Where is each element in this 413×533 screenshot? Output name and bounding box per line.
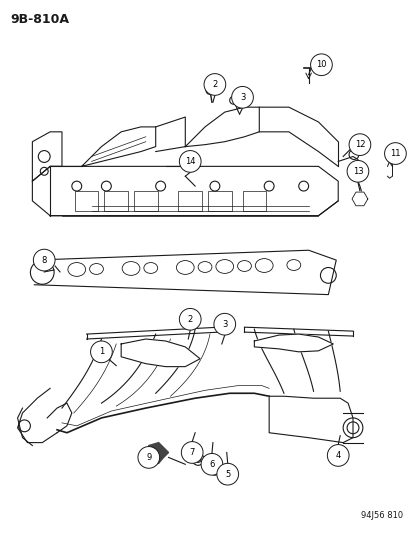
Bar	[104, 191, 128, 211]
Circle shape	[90, 341, 112, 362]
Circle shape	[212, 469, 216, 472]
Circle shape	[214, 313, 235, 335]
Bar	[75, 191, 98, 211]
Text: 6: 6	[209, 460, 214, 469]
Text: 94J56 810: 94J56 810	[360, 511, 402, 520]
Polygon shape	[148, 442, 168, 465]
Circle shape	[179, 151, 201, 172]
Circle shape	[201, 454, 222, 475]
Text: 3: 3	[239, 93, 244, 102]
Bar	[134, 191, 157, 211]
Text: 10: 10	[316, 60, 326, 69]
Text: 3: 3	[221, 320, 227, 329]
Polygon shape	[268, 396, 352, 442]
Circle shape	[179, 309, 201, 330]
Circle shape	[327, 445, 348, 466]
Circle shape	[181, 442, 202, 463]
Circle shape	[33, 249, 55, 271]
Circle shape	[348, 134, 370, 156]
Circle shape	[231, 86, 253, 108]
Text: 12: 12	[354, 140, 364, 149]
Circle shape	[216, 463, 238, 485]
Bar	[242, 191, 266, 211]
Polygon shape	[121, 339, 199, 367]
Circle shape	[346, 160, 368, 182]
Text: 9B-810A: 9B-810A	[11, 13, 69, 27]
Text: 11: 11	[389, 149, 400, 158]
Bar	[207, 191, 231, 211]
Circle shape	[310, 54, 332, 76]
Text: 1: 1	[99, 348, 104, 357]
Text: 8: 8	[41, 256, 47, 264]
Circle shape	[384, 143, 405, 164]
Circle shape	[138, 447, 159, 469]
Polygon shape	[351, 192, 367, 206]
Polygon shape	[254, 334, 332, 352]
Bar	[178, 191, 202, 211]
Polygon shape	[34, 250, 335, 295]
Circle shape	[204, 74, 225, 95]
Text: 7: 7	[189, 448, 195, 457]
Circle shape	[222, 477, 226, 481]
Text: 5: 5	[225, 470, 230, 479]
Text: 9: 9	[146, 453, 151, 462]
Text: 14: 14	[185, 157, 195, 166]
Text: 2: 2	[212, 80, 217, 89]
Text: 13: 13	[352, 167, 362, 176]
Text: 4: 4	[335, 451, 340, 460]
Text: 2: 2	[187, 315, 192, 324]
